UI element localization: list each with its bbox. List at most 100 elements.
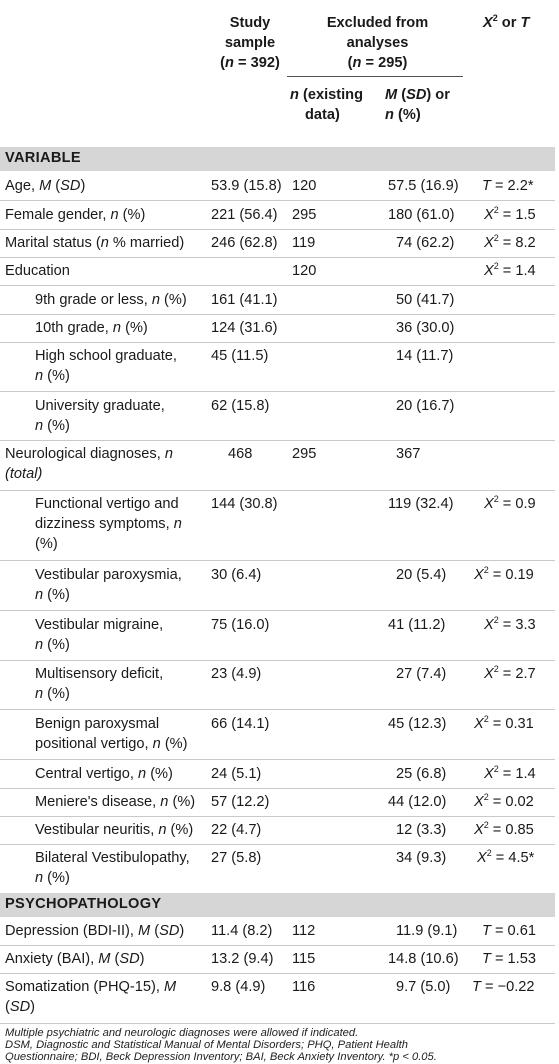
row-hs-label-line1: High school graduate, [35, 348, 177, 364]
row-education-n: 120 [292, 263, 317, 279]
row-age-n: 120 [292, 178, 317, 194]
row-meniere-stat: X2 = 0.02 [474, 792, 534, 811]
row-bilateral-label-line2: n (%) [35, 870, 70, 886]
row-meniere-label: Meniere's disease, n (%) [35, 794, 196, 810]
row-paroxysmia-study: 30 (6.4) [211, 567, 262, 583]
row-somatization-study: 9.8 (4.9) [211, 979, 266, 995]
row-functional-excluded: 119 (32.4) [388, 496, 454, 512]
row-marital-label: Marital status (n % married) [5, 235, 185, 251]
row-central-study: 24 (5.1) [211, 766, 262, 782]
row-grade10-excluded: 36 (30.0) [396, 320, 455, 336]
footnote-line2: DSM, Diagnostic and Statistical Manual o… [5, 1039, 408, 1051]
row-divider [0, 285, 555, 286]
row-functional-label-line3: (%) [35, 536, 58, 552]
row-central-label: Central vertigo, n (%) [35, 766, 173, 782]
row-female-label: Female gender, n (%) [5, 207, 146, 223]
stat-header: X2 or T [483, 13, 530, 32]
row-multisensory-excluded: 27 (7.4) [396, 666, 447, 682]
sub-header-n-line1: n (existing [290, 87, 363, 103]
row-somatization-stat: T = −0.22 [472, 979, 535, 995]
row-grade9-excluded: 50 (41.7) [396, 292, 455, 308]
sub-header-m-line1: M (SD) or [385, 87, 450, 103]
row-somatization-n: 116 [292, 979, 316, 995]
row-marital-excluded: 74 (62.2) [396, 235, 455, 251]
row-multisensory-label-line1: Multisensory deficit, [35, 666, 164, 682]
row-grade9-study: 161 (41.1) [211, 292, 278, 308]
footnote-line3: Questionnaire; BDI, Beck Depression Inve… [5, 1051, 437, 1063]
row-paroxysmia-excluded: 20 (5.4) [396, 567, 447, 583]
study-sample-header-line1: Study [229, 15, 271, 31]
row-multisensory-stat: X2 = 2.7 [484, 664, 536, 683]
row-grade10-study: 124 (31.6) [211, 320, 278, 336]
row-marital-n: 119 [292, 235, 316, 251]
row-bppv-stat: X2 = 0.31 [474, 714, 534, 733]
row-neuro-excluded: 367 [396, 446, 421, 462]
row-univ-label-line1: University graduate, [35, 398, 165, 414]
excluded-header-line2: analyses [346, 35, 409, 51]
excluded-header-rule [287, 76, 463, 77]
row-bilateral-stat: X2 = 4.5* [477, 848, 535, 867]
row-depression-study: 11.4 (8.2) [211, 923, 273, 939]
row-central-excluded: 25 (6.8) [396, 766, 447, 782]
row-depression-excluded: 11.9 (9.1) [396, 923, 458, 939]
psychopathology-section-header: PSYCHOPATHOLOGY [0, 893, 555, 917]
row-hs-excluded: 14 (11.7) [396, 348, 454, 364]
row-marital-stat: X2 = 8.2 [484, 233, 536, 252]
row-depression-n: 112 [292, 923, 316, 939]
row-divider [0, 229, 555, 230]
row-age-excluded: 57.5 (16.9) [388, 178, 459, 194]
row-somatization-label-line1: Somatization (PHQ-15), M [5, 979, 177, 995]
row-functional-label-line1: Functional vertigo and [35, 496, 179, 512]
row-somatization-excluded: 9.7 (5.0) [396, 979, 451, 995]
row-divider [0, 440, 555, 441]
table-bottom-rule [0, 1023, 555, 1024]
row-divider [0, 973, 555, 974]
row-bilateral-excluded: 34 (9.3) [396, 850, 447, 866]
row-education-label: Education [5, 263, 70, 279]
row-anxiety-stat: T = 1.53 [482, 951, 536, 967]
row-divider [0, 560, 555, 561]
row-neuro-n: 295 [292, 446, 317, 462]
row-divider [0, 391, 555, 392]
row-divider [0, 759, 555, 760]
excluded-n: (n = 295) [347, 55, 408, 71]
row-neuro-label-line1: Neurological diagnoses, n [5, 446, 173, 462]
footnote-line1: Multiple psychiatric and neurologic diag… [5, 1027, 359, 1039]
row-paroxysmia-label-line2: n (%) [35, 587, 70, 603]
row-divider [0, 844, 555, 845]
row-neuro-study: 468 [228, 446, 253, 462]
row-paroxysmia-stat: X2 = 0.19 [474, 565, 534, 584]
row-meniere-excluded: 44 (12.0) [388, 794, 447, 810]
row-bppv-study: 66 (14.1) [211, 716, 270, 732]
row-neuritis-study: 22 (4.7) [211, 822, 262, 838]
row-migraine-label-line2: n (%) [35, 637, 70, 653]
row-grade10-label: 10th grade, n (%) [35, 320, 148, 336]
row-divider [0, 257, 555, 258]
row-univ-excluded: 20 (16.7) [396, 398, 455, 414]
row-divider [0, 788, 555, 789]
row-neuro-label-line2: (total) [5, 466, 43, 482]
row-divider [0, 945, 555, 946]
row-migraine-stat: X2 = 3.3 [484, 615, 536, 634]
row-grade9-label: 9th grade or less, n (%) [35, 292, 187, 308]
row-marital-study: 246 (62.8) [211, 235, 278, 251]
row-divider [0, 342, 555, 343]
row-female-excluded: 180 (61.0) [388, 207, 455, 223]
row-neuritis-stat: X2 = 0.85 [474, 820, 534, 839]
row-female-n: 295 [292, 207, 317, 223]
row-hs-study: 45 (11.5) [211, 348, 269, 364]
row-neuritis-label: Vestibular neuritis, n (%) [35, 822, 194, 838]
row-meniere-study: 57 (12.2) [211, 794, 270, 810]
row-univ-label-line2: n (%) [35, 418, 70, 434]
row-divider [0, 610, 555, 611]
row-neuritis-excluded: 12 (3.3) [396, 822, 447, 838]
row-age-stat: T = 2.2* [482, 178, 534, 194]
row-bppv-excluded: 45 (12.3) [388, 716, 447, 732]
row-divider [0, 490, 555, 491]
row-anxiety-label: Anxiety (BAI), M (SD) [5, 951, 145, 967]
row-divider [0, 314, 555, 315]
sub-header-m-line2: n (%) [385, 107, 421, 123]
row-depression-stat: T = 0.61 [482, 923, 536, 939]
row-univ-study: 62 (15.8) [211, 398, 270, 414]
row-migraine-label-line1: Vestibular migraine, [35, 617, 164, 633]
